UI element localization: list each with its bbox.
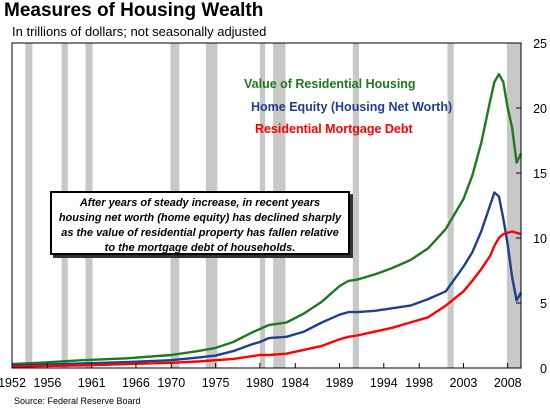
- x-tick-label-10: 1998: [405, 376, 433, 390]
- x-tick-label-3: 1966: [122, 376, 150, 390]
- x-tick-label-7: 1984: [281, 376, 309, 390]
- x-tick-label-9: 1994: [370, 376, 398, 390]
- x-tick-label-4: 1970: [157, 376, 185, 390]
- x-tick-label-8: 1989: [326, 376, 354, 390]
- y-tick-label-3: 15: [533, 167, 547, 181]
- plot-border: [11, 42, 522, 369]
- y-tick-label-2: 10: [533, 232, 547, 246]
- y-tick-label-4: 20: [533, 102, 547, 116]
- recession-band-8: [447, 43, 454, 368]
- x-axis-ticks: 1952 1956 1961 1966 1970 1975 1980 1984 1989 1994…: [0, 363, 522, 390]
- plot-frame: [11, 42, 522, 369]
- x-tick-label-12: 2008: [494, 376, 522, 390]
- x-tick-label-11: 2003: [450, 376, 478, 390]
- series-lines: [11, 72, 523, 368]
- y-axis-ticks: 0 5 10 15 20 25: [516, 37, 547, 376]
- x-tick-label-2: 1961: [78, 376, 106, 390]
- x-tick-label-1: 1956: [34, 376, 62, 390]
- y-tick-label-1: 5: [540, 297, 547, 311]
- source-note: Source: Federal Reserve Board: [14, 396, 141, 406]
- legend-value-of-residential-housing: Value of Residential Housing: [244, 77, 416, 91]
- home-equity-line: [11, 191, 523, 367]
- legend-residential-mortgage-debt: Residential Mortgage Debt: [255, 122, 413, 136]
- recession-band-7: [352, 43, 360, 368]
- recession-band-0: [25, 43, 33, 368]
- y-tick-label-5: 25: [533, 37, 547, 51]
- mortgage-debt-line: [11, 230, 522, 368]
- x-tick-label-6: 1980: [246, 376, 274, 390]
- y-tick-label-0: 0: [540, 362, 547, 376]
- x-tick-label-0: 1952: [0, 376, 26, 390]
- annotation-callout: After years of steady increase, in recen…: [50, 191, 350, 255]
- page-title: Measures of Housing Wealth: [4, 0, 264, 21]
- legend-home-equity: Home Equity (Housing Net Worth): [251, 100, 453, 114]
- value-of-residential-housing-line: [11, 72, 523, 366]
- recession-band-9: [506, 43, 521, 368]
- page-subtitle: In trillions of dollars; not seasonally …: [12, 24, 267, 39]
- x-tick-label-5: 1975: [202, 376, 230, 390]
